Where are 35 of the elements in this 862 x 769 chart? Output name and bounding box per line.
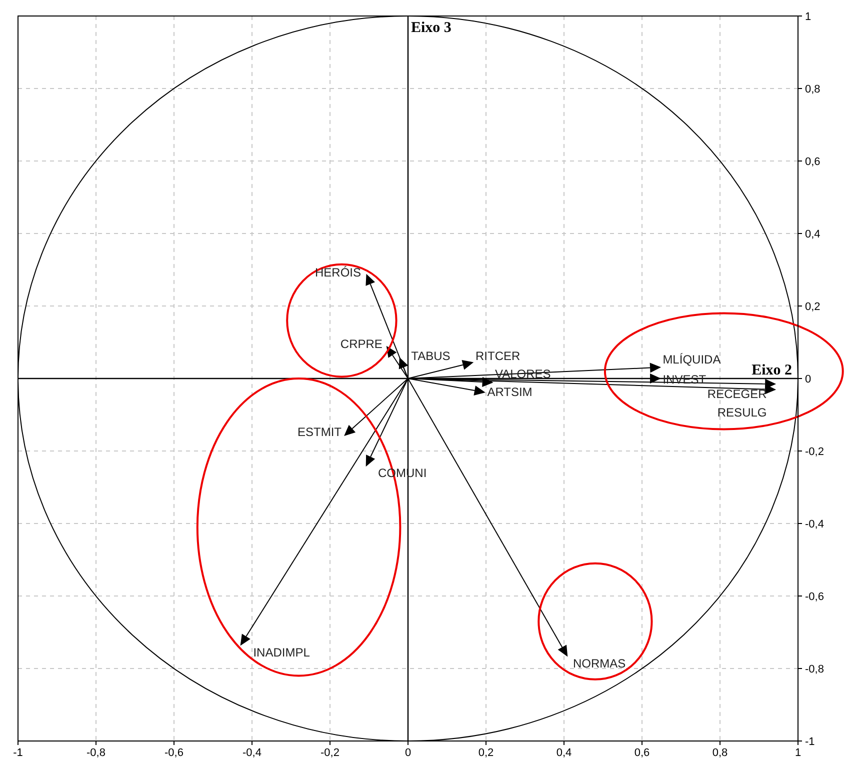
x-tick-label: 0,6 bbox=[634, 747, 650, 759]
annotation: HERÓIS bbox=[314, 266, 361, 280]
y-tick-label: -0,2 bbox=[805, 446, 824, 458]
x-tick-label: 0,2 bbox=[478, 747, 494, 759]
annotation: CRPRE bbox=[340, 337, 382, 352]
x-tick-label: 0 bbox=[404, 747, 412, 759]
x-tick-label: -1 bbox=[13, 747, 23, 759]
y-tick-label: -0,4 bbox=[805, 518, 824, 530]
x-tick-label: -0,2 bbox=[320, 747, 340, 759]
annotation: INADIMPL bbox=[253, 646, 310, 660]
annotation: NORMAS bbox=[573, 656, 626, 670]
y-tick-label: 0,4 bbox=[805, 228, 820, 240]
annotation: RESULG bbox=[717, 405, 767, 420]
x-axis-title: Eixo 2 bbox=[752, 362, 792, 378]
x-tick-label: 1 bbox=[794, 747, 802, 759]
x-tick-label: 0,8 bbox=[712, 747, 728, 759]
x-tick-label: -0,4 bbox=[242, 747, 262, 759]
y-tick-label: 0 bbox=[805, 374, 812, 386]
y-tick-label: 0,8 bbox=[805, 84, 820, 96]
y-tick-label: 0,6 bbox=[805, 156, 820, 168]
y-tick-label: -0,8 bbox=[805, 664, 824, 676]
y-axis-title: Eixo 3 bbox=[411, 20, 452, 36]
annotation: ARTSIM bbox=[487, 385, 532, 400]
annotation: ESTMIT bbox=[298, 425, 342, 440]
y-tick-label: 0,2 bbox=[805, 301, 820, 313]
annotation: RECEGER bbox=[707, 386, 768, 401]
y-tick-label: 1 bbox=[805, 11, 812, 23]
annotation: MLÍQUIDA bbox=[662, 352, 721, 367]
x-tick-label: 0,4 bbox=[556, 747, 572, 759]
annotation: RITCER bbox=[476, 349, 520, 363]
y-tick-label: -1 bbox=[805, 736, 815, 748]
annotation: TABUS bbox=[411, 349, 450, 363]
x-tick-label: -0,6 bbox=[164, 747, 184, 759]
x-tick-label: -0,8 bbox=[86, 747, 106, 759]
y-tick-label: -0,6 bbox=[805, 591, 824, 603]
